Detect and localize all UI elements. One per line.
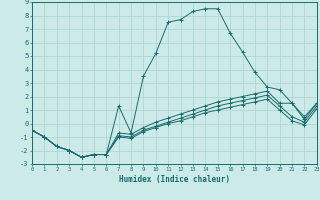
X-axis label: Humidex (Indice chaleur): Humidex (Indice chaleur) bbox=[119, 175, 230, 184]
